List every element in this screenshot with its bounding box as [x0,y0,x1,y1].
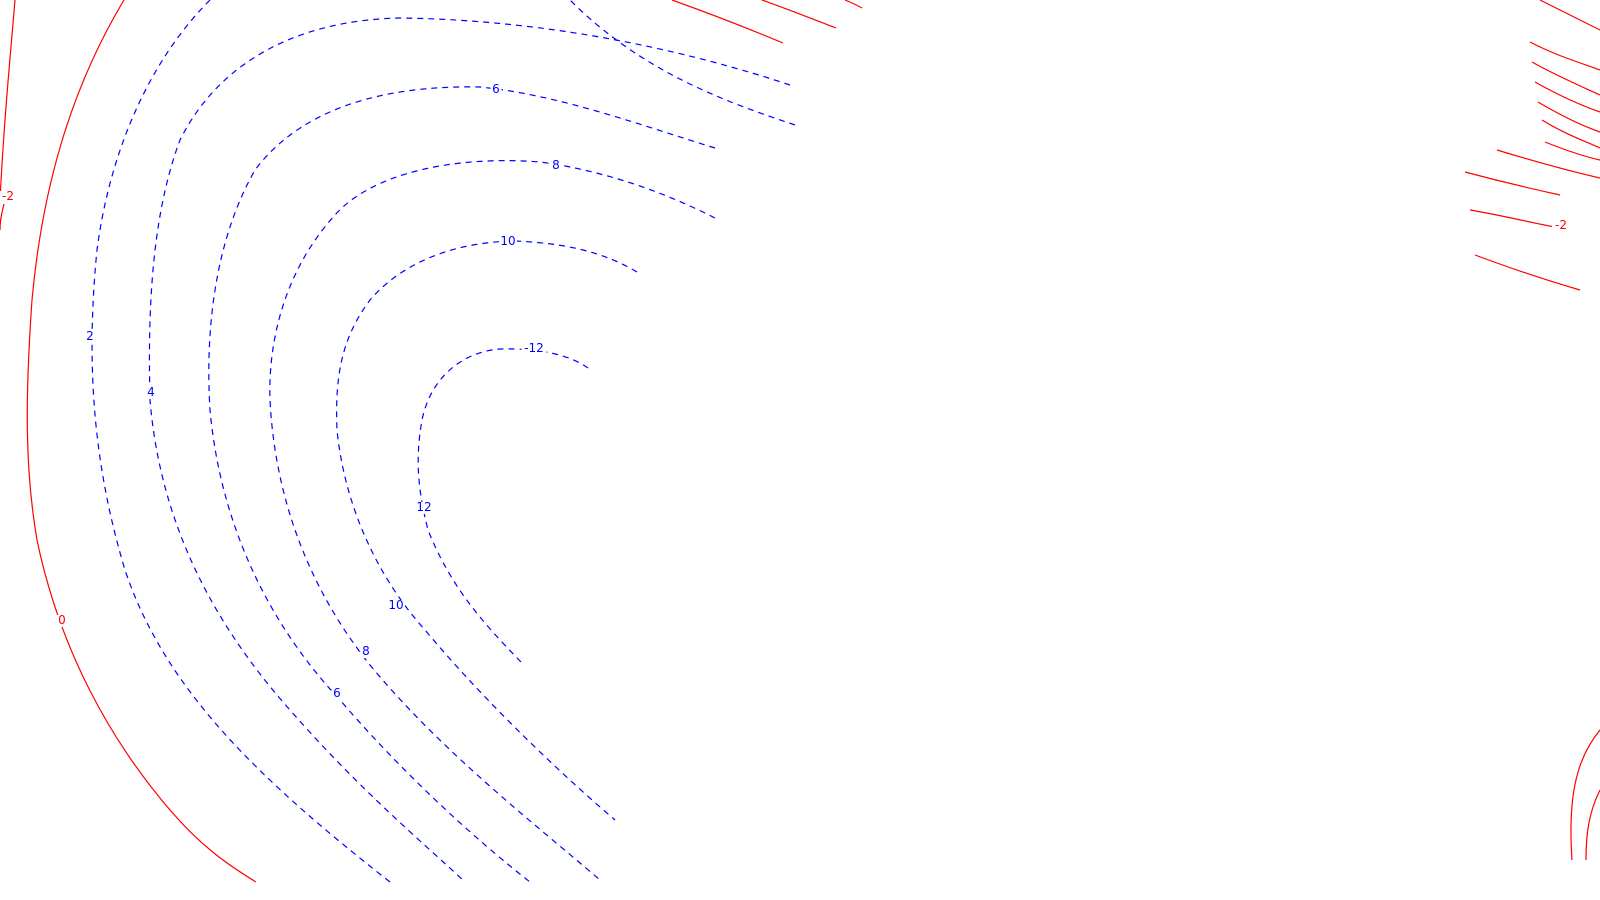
contour-line-level-neg2-13 [1464,171,1561,196]
contour-label-bg [387,600,405,612]
contour-line-level-neg2-12 [1496,149,1600,179]
contour-label-12-1: 12 [416,500,431,514]
contour-label-neg2-0: -2 [2,189,14,203]
contour-label-bg [0,191,17,203]
contour-line-level-neg2-10 [1541,119,1600,149]
positive-contours [91,0,796,883]
contour-label-bg [56,615,68,627]
contour-label-bg [145,387,157,399]
contour-label-0-0: 0 [58,613,66,627]
contour-line-level-neg2-9 [1537,101,1600,133]
contour-line-level-neg2-17 [1585,789,1600,861]
contour-line-level-neg2-15 [1474,254,1581,291]
contour-line-level-4-0 [148,17,791,883]
contour-line-level-neg2-2 [671,0,784,44]
contour-label-bg [521,343,547,355]
contour-label-bg [499,236,517,248]
contour-label-8-0: 8 [552,158,560,172]
contour-line-level-neg2-3 [761,0,837,29]
contour-line-level-12-0 [417,348,589,663]
contour-label-bg [490,84,502,96]
contour-line-level-neg2-16 [1570,729,1600,861]
contour-line-level-neg2-14 [1469,209,1556,228]
contour-line-level-6-0 [208,86,716,883]
contour-line-level-8-0 [269,160,716,881]
contour-line-level-2-0 [91,0,391,883]
contour-label-bg [415,502,433,514]
contour-line-level-6-1 [569,0,796,126]
contour-line-level-neg2-5 [1539,0,1600,31]
contour-line-level-0-0 [26,0,257,883]
contour-label-2-0: 2 [86,329,94,343]
contour-line-level-neg2-4 [844,0,863,9]
contour-line-level-neg2-11 [1544,141,1600,161]
contour-labels: 2 4 6 6 8 8 10 10 -12 12 0 -2 -2 [0,82,1570,700]
contour-label-8-1: 8 [362,644,370,658]
contour-line-level-10-0 [336,240,638,821]
contour-line-level-neg2-7 [1531,61,1600,96]
contour-label-12-0: -12 [524,341,544,355]
contour-line-level-neg2-1 [0,203,5,231]
contour-label-bg [550,160,562,172]
contour-line-level-neg2-8 [1534,81,1600,113]
contour-label-bg [360,646,372,658]
contour-label-bg [84,331,96,343]
contour-label-4-0: 4 [147,385,155,399]
contour-label-6-1: 6 [333,686,341,700]
contour-line-level-neg2-6 [1529,41,1600,71]
contour-label-10-0: 10 [500,234,515,248]
contour-label-10-1: 10 [388,598,403,612]
contour-label-neg2-1: -2 [1555,218,1567,232]
contour-label-bg [331,688,343,700]
contour-label-6-0: 6 [492,82,500,96]
contour-label-bg [1552,220,1570,232]
contour-line-level-neg2-0 [0,0,16,201]
